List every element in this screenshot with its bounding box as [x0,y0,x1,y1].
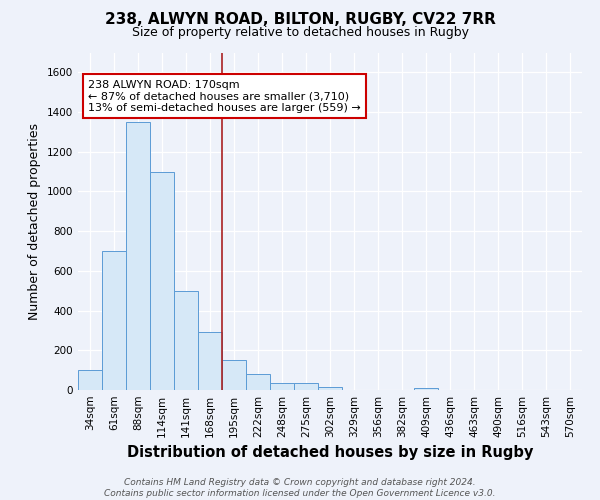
Bar [174,290,198,390]
Bar [414,388,438,390]
Bar [294,383,318,390]
Bar [150,172,174,390]
Bar [222,360,246,390]
Text: 238, ALWYN ROAD, BILTON, RUGBY, CV22 7RR: 238, ALWYN ROAD, BILTON, RUGBY, CV22 7RR [104,12,496,28]
Text: 238 ALWYN ROAD: 170sqm
← 87% of detached houses are smaller (3,710)
13% of semi-: 238 ALWYN ROAD: 170sqm ← 87% of detached… [88,80,361,112]
Bar [102,251,126,390]
Bar [318,387,342,390]
Bar [246,374,270,390]
Bar [126,122,150,390]
Bar [198,332,222,390]
Text: Size of property relative to detached houses in Rugby: Size of property relative to detached ho… [131,26,469,39]
Y-axis label: Number of detached properties: Number of detached properties [28,122,41,320]
Bar [270,383,294,390]
Bar [78,370,102,390]
Text: Contains HM Land Registry data © Crown copyright and database right 2024.
Contai: Contains HM Land Registry data © Crown c… [104,478,496,498]
X-axis label: Distribution of detached houses by size in Rugby: Distribution of detached houses by size … [127,446,533,460]
